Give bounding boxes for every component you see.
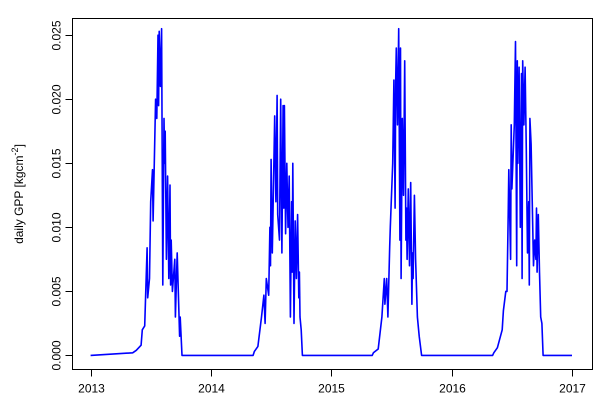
y-axis-label: daily GPP [kgcm-2] (10, 144, 26, 244)
y-tick-label: 0.000 (50, 340, 64, 370)
y-tick-label: 0.010 (50, 212, 64, 242)
plot-frame (72, 18, 593, 370)
y-axis: 0.000 0.005 0.010 0.015 0.020 0.025 (50, 20, 73, 371)
y-tick-label: 0.025 (50, 20, 64, 50)
y-tick-label: 0.020 (50, 84, 64, 114)
x-tick-label: 2015 (318, 382, 345, 396)
y-tick-label: 0.015 (50, 148, 64, 178)
x-tick-label: 2016 (439, 382, 466, 396)
y-tick-label: 0.005 (50, 276, 64, 306)
x-axis: 2013 2014 2015 2016 2017 (78, 369, 586, 396)
x-tick-label: 2017 (559, 382, 586, 396)
x-tick-label: 2014 (198, 382, 225, 396)
series-group (90, 27, 572, 357)
x-tick-label: 2013 (78, 382, 105, 396)
gpp-series-line (90, 27, 572, 357)
